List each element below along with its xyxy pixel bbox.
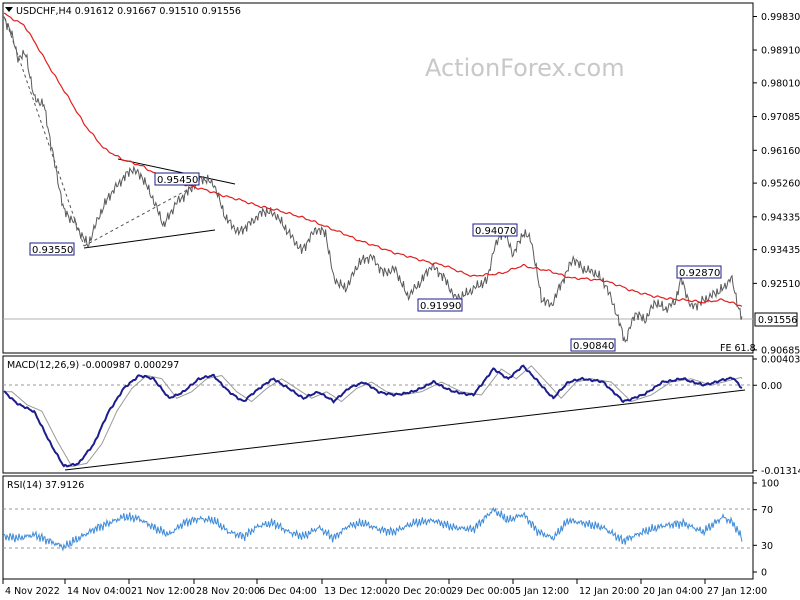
level-label-box [472, 223, 518, 237]
price-y-tick-label: 0.92510 [761, 279, 800, 290]
x-tick-label: 6 Dec 04:00 [259, 586, 317, 597]
price-level-label: 0.95450 [154, 172, 200, 186]
x-tick-label: 21 Nov 12:00 [131, 586, 195, 597]
x-tick-label: 12 Jan 20:00 [579, 586, 639, 597]
x-tick-label: 20 Jan 04:00 [643, 586, 703, 597]
price-y-tick-label: 0.95260 [761, 179, 800, 190]
macd-panel-frame [2, 355, 754, 474]
price-trendlines [4, 17, 236, 249]
x-tick-label: 20 Dec 20:00 [388, 586, 452, 597]
triangle-lower-line [83, 229, 216, 249]
macd-y-tick-label: 0.004037 [761, 355, 800, 366]
x-tick-label: 27 Jan 12:00 [707, 586, 767, 597]
current-price-value: 0.91556 [758, 315, 797, 326]
chart-menu-icon[interactable] [5, 7, 13, 12]
level-label-box [29, 242, 75, 256]
triangle-upper-line [117, 158, 236, 185]
x-tick-label: 14 Nov 04:00 [67, 586, 131, 597]
level-label-text: 0.91990 [420, 301, 461, 312]
projection-line-2 [83, 182, 201, 247]
price-y-axis: 0.99830 0.98910 0.98010 0.97085 0.96160 0.952… [753, 12, 800, 356]
x-tick-label: 13 Dec 12:00 [324, 586, 388, 597]
x-tick-label: 28 Nov 20:00 [196, 586, 260, 597]
macd-main-line [3, 364, 743, 468]
rsi-panel: RSI(14) 37.9126 100 70 30 0 [2, 475, 779, 580]
price-level-label: 0.91990 [417, 298, 463, 312]
moving-average-line [3, 12, 743, 307]
rsi-title: RSI(14) 37.9126 [7, 480, 84, 491]
rsi-line [3, 506, 743, 552]
fe-label: FE 61.8 [720, 343, 756, 354]
rsi-y-axis: 100 70 30 0 [753, 479, 779, 579]
level-label-box [676, 265, 722, 279]
macd-trendline [64, 389, 746, 471]
rsi-y-tick-label: 70 [761, 505, 773, 516]
rsi-y-tick-label: 30 [761, 541, 773, 552]
chart-title: USDCHF,H4 0.91612 0.91667 0.91510 0.9155… [16, 6, 241, 17]
macd-panel: MACD(12,26,9) -0.000987 0.000297 0.00403… [2, 355, 800, 477]
level-label-box [570, 338, 616, 352]
macd-y-axis: 0.004037 0.00 -0.013148 [753, 355, 800, 477]
price-y-tick-label: 0.94335 [761, 212, 800, 223]
x-tick-label: 5 Jan 12:00 [515, 586, 569, 597]
level-label-text: 0.90840 [573, 341, 614, 352]
price-level-labels: 0.93550 0.95450 0.91990 0.94070 0.90840 0.928… [29, 172, 722, 352]
price-y-tick-label: 0.96160 [761, 146, 800, 157]
level-label-text: 0.95450 [157, 175, 198, 186]
price-panel: ActionForex.com USDCHF,H4 0.91612 0.9166… [2, 2, 800, 356]
price-level-label: 0.94070 [472, 223, 518, 237]
level-label-text: 0.94070 [475, 226, 516, 237]
macd-signal-line [4, 365, 743, 468]
price-y-tick-label: 0.93435 [761, 245, 800, 256]
rsi-y-tick-label: 0 [761, 568, 767, 579]
rsi-y-tick-label: 100 [761, 479, 779, 490]
macd-title: MACD(12,26,9) -0.000987 0.000297 [7, 360, 179, 371]
macd-y-tick-label: -0.013148 [761, 466, 800, 477]
x-tick-label: 4 Nov 2022 [5, 586, 60, 597]
level-label-box [417, 298, 463, 312]
time-axis: 4 Nov 2022 14 Nov 04:00 21 Nov 12:00 28 Nov… [2, 579, 767, 597]
level-label-text: 0.92870 [679, 268, 720, 279]
price-level-label: 0.93550 [29, 242, 75, 256]
macd-y-tick-label: 0.00 [761, 381, 782, 392]
price-line [3, 16, 743, 343]
price-panel-frame [2, 2, 754, 354]
watermark: ActionForex.com [425, 54, 625, 82]
price-y-tick-label: 0.97085 [761, 112, 800, 123]
price-y-tick-label: 0.98010 [761, 78, 800, 89]
price-y-tick-label: 0.90685 [761, 345, 800, 356]
price-level-label: 0.92870 [676, 265, 722, 279]
current-price-box: 0.91556 [754, 312, 798, 327]
price-y-tick-label: 0.98910 [761, 46, 800, 57]
level-label-box [154, 172, 200, 186]
projection-line-1 [4, 17, 85, 247]
price-level-label: 0.90840 [570, 338, 616, 352]
x-tick-label: 29 Dec 00:00 [451, 586, 515, 597]
rsi-panel-frame [2, 475, 754, 580]
price-y-tick-label: 0.99830 [761, 12, 800, 23]
level-label-text: 0.93550 [32, 245, 73, 256]
